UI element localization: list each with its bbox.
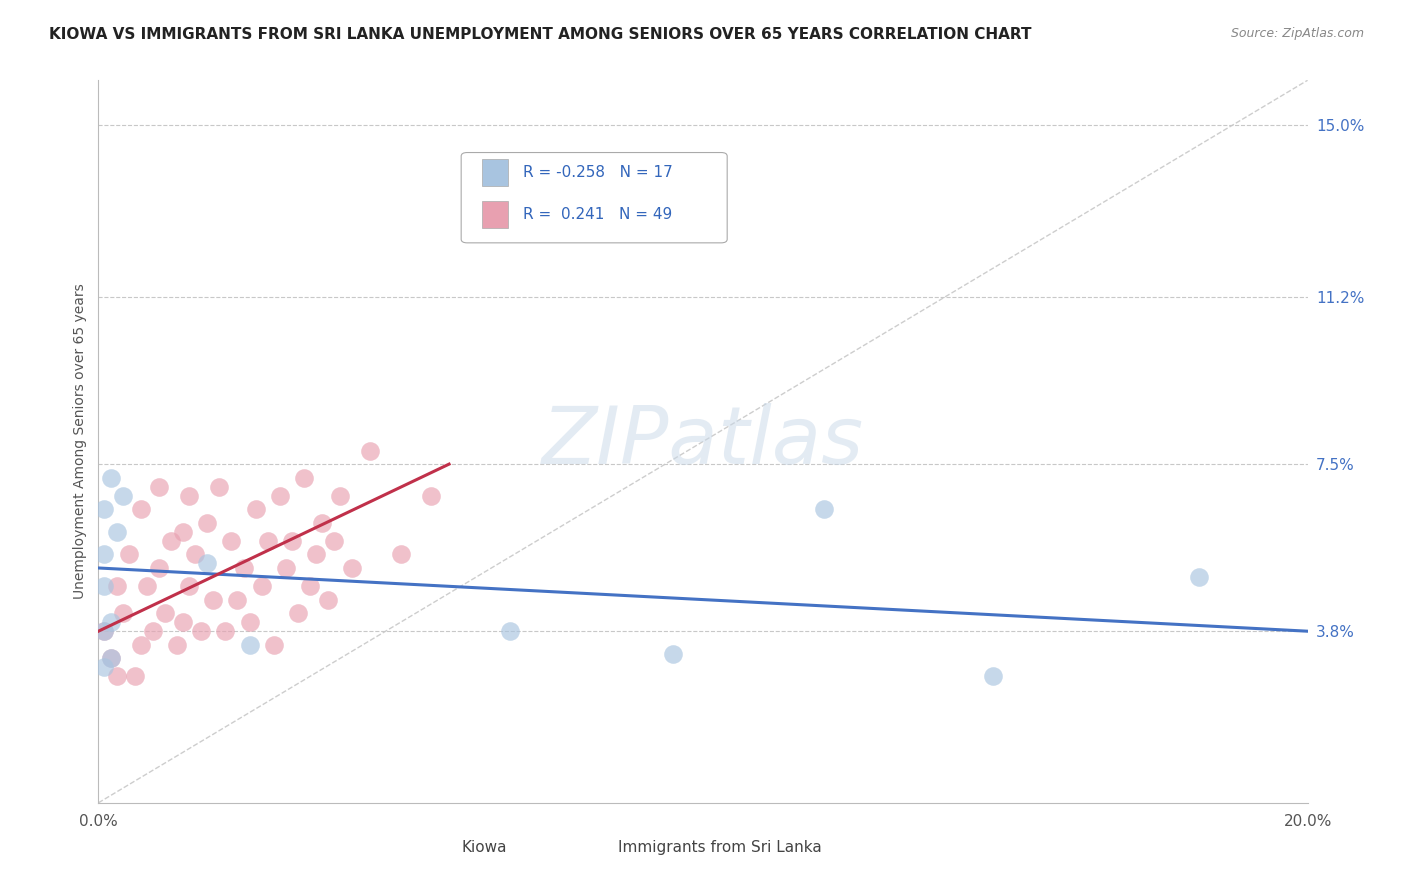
Point xyxy=(1188,570,1211,584)
Point xyxy=(160,533,183,548)
Point xyxy=(100,651,122,665)
Point xyxy=(311,516,333,530)
Point xyxy=(93,502,115,516)
FancyBboxPatch shape xyxy=(461,153,727,243)
Text: Kiowa: Kiowa xyxy=(461,840,506,855)
Point xyxy=(93,624,115,639)
Point xyxy=(93,660,115,674)
Point xyxy=(239,615,262,630)
Point xyxy=(661,647,683,661)
Point xyxy=(360,443,382,458)
Point xyxy=(292,471,315,485)
Point xyxy=(269,489,291,503)
Text: Source: ZipAtlas.com: Source: ZipAtlas.com xyxy=(1230,27,1364,40)
Point xyxy=(118,548,141,562)
Point xyxy=(129,502,152,516)
Point xyxy=(111,489,134,503)
Bar xyxy=(482,159,509,186)
Point xyxy=(105,669,128,683)
Point xyxy=(299,579,322,593)
Point xyxy=(172,615,194,630)
Bar xyxy=(482,201,509,228)
Text: KIOWA VS IMMIGRANTS FROM SRI LANKA UNEMPLOYMENT AMONG SENIORS OVER 65 YEARS CORR: KIOWA VS IMMIGRANTS FROM SRI LANKA UNEMP… xyxy=(49,27,1032,42)
Point xyxy=(195,516,218,530)
Point xyxy=(250,579,273,593)
Point xyxy=(274,561,297,575)
Y-axis label: Unemployment Among Seniors over 65 years: Unemployment Among Seniors over 65 years xyxy=(73,284,87,599)
Point xyxy=(221,533,243,548)
Point xyxy=(105,524,128,539)
Point xyxy=(111,606,134,620)
Point xyxy=(342,561,364,575)
Point xyxy=(172,524,194,539)
Text: R = -0.258   N = 17: R = -0.258 N = 17 xyxy=(523,165,672,180)
Point xyxy=(190,624,212,639)
Point xyxy=(208,480,231,494)
Point xyxy=(316,592,339,607)
Point xyxy=(93,579,115,593)
Point xyxy=(232,561,254,575)
Point xyxy=(239,638,262,652)
Point xyxy=(305,548,328,562)
Point xyxy=(245,502,267,516)
Point xyxy=(214,624,236,639)
Point xyxy=(166,638,188,652)
Point xyxy=(498,624,520,639)
Point xyxy=(179,489,201,503)
Point xyxy=(135,579,157,593)
Point xyxy=(179,579,201,593)
Point xyxy=(981,669,1004,683)
Point xyxy=(202,592,225,607)
Point xyxy=(100,615,122,630)
Point xyxy=(389,548,412,562)
Point xyxy=(184,548,207,562)
Point xyxy=(226,592,249,607)
Point xyxy=(256,533,278,548)
Point xyxy=(263,638,285,652)
Point xyxy=(287,606,309,620)
Point xyxy=(281,533,304,548)
Point xyxy=(105,579,128,593)
Point xyxy=(420,489,443,503)
Point xyxy=(195,557,218,571)
Point xyxy=(329,489,352,503)
Point xyxy=(148,480,170,494)
Point xyxy=(142,624,165,639)
Point xyxy=(93,624,115,639)
Point xyxy=(100,471,122,485)
Text: Immigrants from Sri Lanka: Immigrants from Sri Lanka xyxy=(619,840,823,855)
Point xyxy=(813,502,835,516)
Point xyxy=(148,561,170,575)
Point xyxy=(323,533,346,548)
Point xyxy=(153,606,176,620)
Point xyxy=(100,651,122,665)
Point xyxy=(129,638,152,652)
Bar xyxy=(425,836,451,859)
Point xyxy=(124,669,146,683)
Text: R =  0.241   N = 49: R = 0.241 N = 49 xyxy=(523,207,672,222)
Text: ZIPatlas: ZIPatlas xyxy=(541,402,865,481)
Point xyxy=(93,548,115,562)
Bar xyxy=(582,836,609,859)
